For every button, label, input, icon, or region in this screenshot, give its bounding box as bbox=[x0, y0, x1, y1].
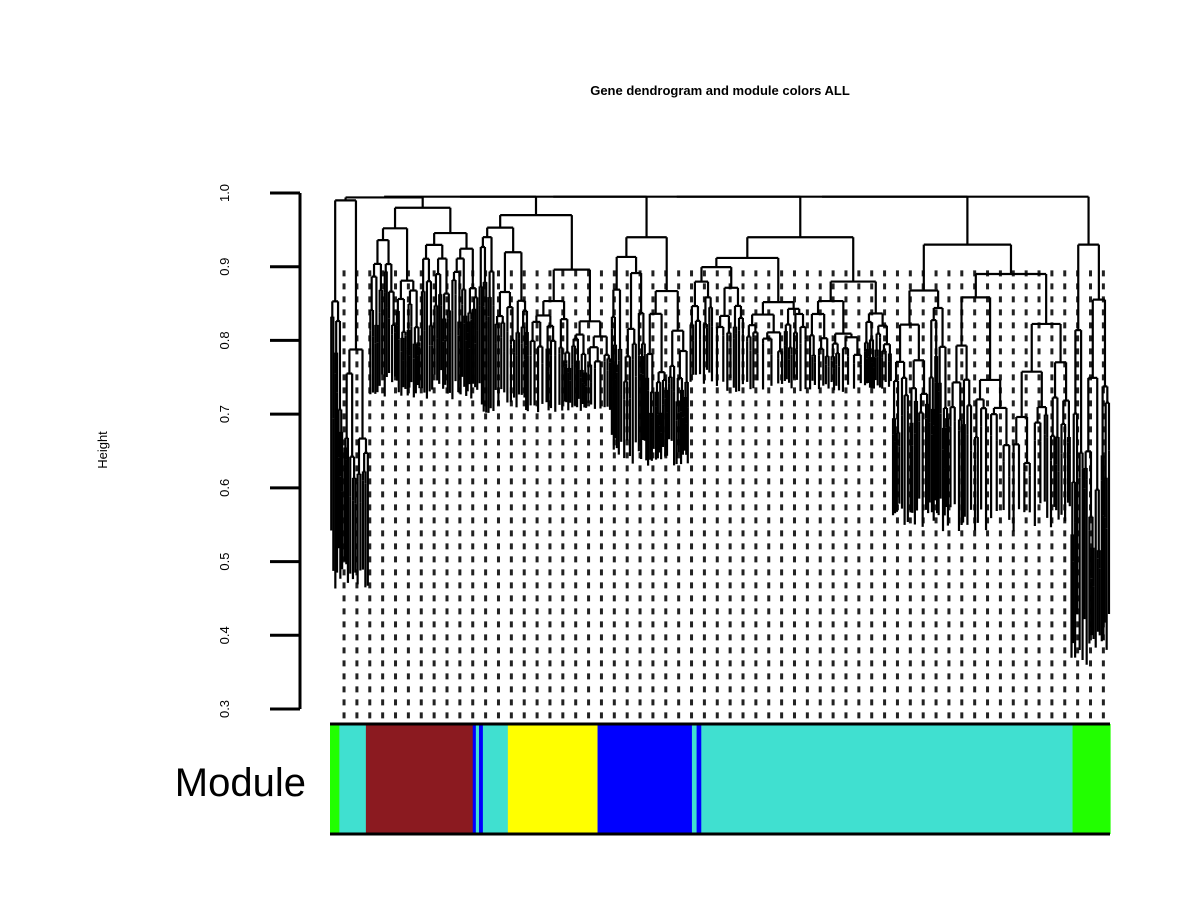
module-segment-turquoise bbox=[691, 724, 698, 834]
module-segment-blue bbox=[478, 724, 484, 834]
module-segment-turquoise bbox=[482, 724, 509, 834]
module-segment-blue bbox=[696, 724, 702, 834]
chart-title: Gene dendrogram and module colors ALL bbox=[590, 83, 850, 98]
y-axis-label: Height bbox=[95, 431, 110, 469]
module-segment-brown bbox=[365, 724, 474, 834]
y-tick-label-1: 0.4 bbox=[217, 626, 232, 644]
module-segment-yellow bbox=[507, 724, 599, 834]
module-segment-green bbox=[330, 724, 340, 834]
module-segment-turquoise bbox=[701, 724, 1074, 834]
y-axis: 0.3 0.4 0.5 0.6 0.7 0.8 0.9 1.0 bbox=[217, 184, 302, 718]
y-tick-label-3: 0.6 bbox=[217, 479, 232, 497]
dendrogram-branches bbox=[330, 195, 1111, 722]
module-segment-green bbox=[1072, 724, 1111, 834]
y-tick-label-5: 0.8 bbox=[217, 331, 232, 349]
module-segment-blue bbox=[472, 724, 477, 834]
module-segment-blue bbox=[597, 724, 693, 834]
module-row-label: Module bbox=[175, 761, 306, 805]
module-segment-turquoise bbox=[475, 724, 480, 834]
module-segment-turquoise bbox=[339, 724, 367, 834]
y-tick-label-2: 0.5 bbox=[217, 553, 232, 571]
y-tick-label-6: 0.9 bbox=[217, 258, 232, 276]
y-tick-label-0: 0.3 bbox=[217, 700, 232, 718]
y-tick-label-4: 0.7 bbox=[217, 405, 232, 423]
y-tick-label-7: 1.0 bbox=[217, 184, 232, 202]
module-color-bar bbox=[330, 722, 1111, 836]
